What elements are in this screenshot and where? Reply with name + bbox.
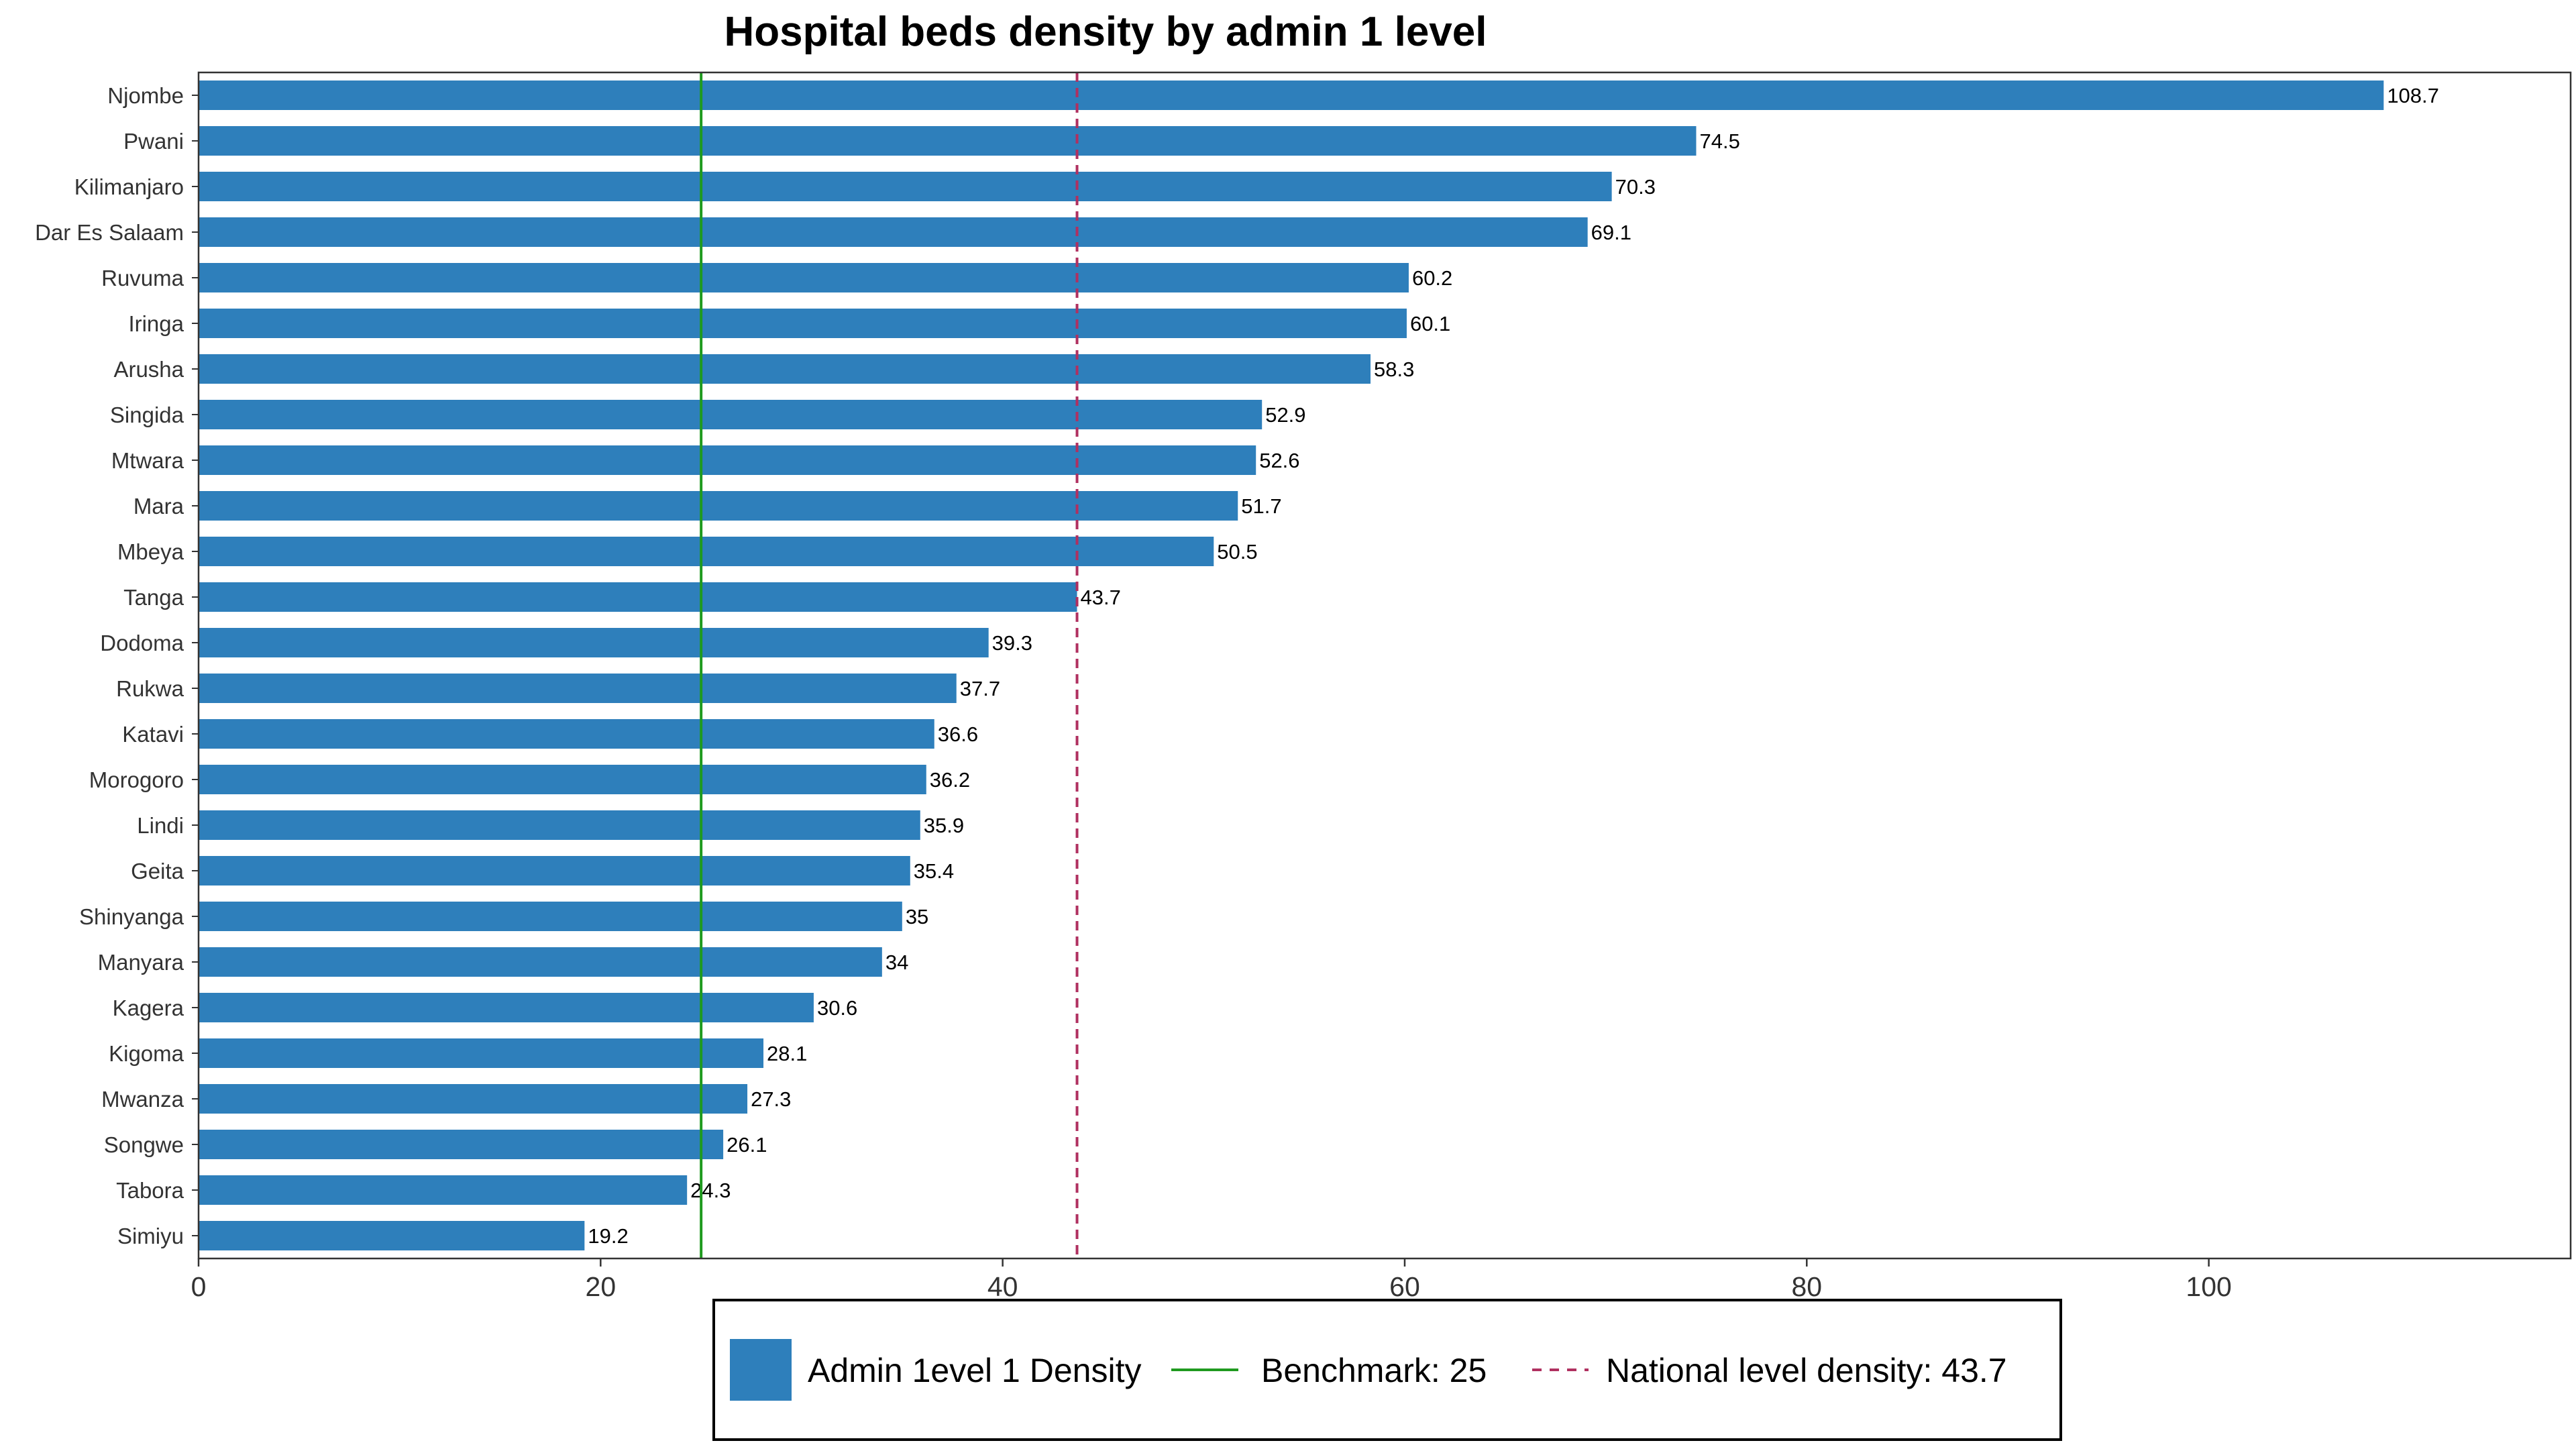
bar-iringa	[199, 309, 1407, 338]
x-tick-label: 40	[987, 1271, 1018, 1302]
category-label: Kagera	[113, 996, 184, 1020]
value-label: 35.4	[914, 859, 954, 883]
bar-morogoro	[199, 765, 926, 794]
value-label: 52.6	[1259, 449, 1299, 472]
legend-label-national: National level density: 43.7	[1606, 1352, 2007, 1389]
value-label: 39.3	[992, 631, 1032, 655]
category-label: Katavi	[122, 722, 184, 747]
bar-shinyanga	[199, 902, 902, 931]
value-label: 58.3	[1374, 358, 1414, 381]
value-label: 69.1	[1591, 221, 1631, 244]
bar-tabora	[199, 1175, 688, 1205]
category-label: Iringa	[128, 311, 184, 336]
bar-mwanza	[199, 1084, 748, 1114]
plot-area: 108.7 Njombe 74.5 Pwani 70.3 Kilimanjaro 69.1 D…	[35, 71, 2572, 1302]
bar-dar-es-salaam	[199, 217, 1588, 247]
category-label: Mwanza	[101, 1087, 184, 1112]
category-label: Geita	[131, 859, 184, 883]
bar-rukwa	[199, 674, 957, 703]
x-tick-label: 20	[586, 1271, 616, 1302]
category-label: Rukwa	[116, 676, 184, 701]
category-label: Njombe	[107, 83, 184, 108]
category-label: Mbeya	[117, 539, 184, 564]
value-label: 27.3	[751, 1087, 791, 1111]
category-label: Lindi	[137, 813, 184, 838]
value-label: 35.9	[924, 814, 964, 837]
value-label: 30.6	[817, 996, 857, 1020]
category-label: Mara	[133, 494, 184, 519]
value-label: 60.1	[1410, 312, 1450, 335]
category-label: Dar Es Salaam	[35, 220, 184, 245]
value-label: 19.2	[588, 1224, 628, 1248]
bar-dodoma	[199, 628, 989, 657]
bar-simiyu	[199, 1221, 585, 1250]
bar-njombe	[199, 80, 2384, 110]
category-label: Mtwara	[111, 448, 184, 473]
bar-mbeya	[199, 537, 1214, 566]
bar-ruvuma	[199, 263, 1409, 292]
bar-kagera	[199, 993, 814, 1022]
category-label: Dodoma	[100, 631, 184, 655]
bar-arusha	[199, 354, 1371, 384]
value-label: 26.1	[727, 1133, 767, 1157]
value-label: 60.2	[1412, 266, 1452, 290]
legend-label-density: Admin 1evel 1 Density	[808, 1352, 1141, 1389]
x-tick-label: 80	[1791, 1271, 1822, 1302]
legend-swatch-density	[730, 1339, 792, 1401]
category-label: Pwani	[123, 129, 184, 154]
category-label: Tabora	[116, 1178, 184, 1203]
category-label: Singida	[110, 402, 184, 427]
value-label: 108.7	[2387, 84, 2439, 107]
x-tick-label: 100	[2186, 1271, 2231, 1302]
bar-mtwara	[199, 445, 1256, 475]
category-label: Morogoro	[89, 767, 184, 792]
value-label: 36.2	[930, 768, 970, 792]
category-label: Tanga	[123, 585, 184, 610]
category-label: Manyara	[98, 950, 184, 975]
bar-songwe	[199, 1130, 724, 1159]
value-label: 51.7	[1241, 494, 1281, 518]
category-label: Arusha	[113, 357, 184, 382]
bar-lindi	[199, 810, 920, 840]
chart-title: Hospital beds density by admin 1 level	[724, 9, 1487, 55]
legend-label-benchmark: Benchmark: 25	[1261, 1352, 1487, 1389]
plot-border	[197, 71, 2572, 1260]
legend: Admin 1evel 1 Density Benchmark: 25 Nation…	[712, 1299, 2062, 1441]
value-label: 43.7	[1081, 586, 1121, 609]
category-label: Ruvuma	[101, 266, 184, 290]
x-tick-label: 0	[191, 1271, 207, 1302]
bar-mara	[199, 491, 1238, 521]
bar-katavi	[199, 719, 934, 749]
bar-manyara	[199, 947, 882, 977]
bar-singida	[199, 400, 1263, 429]
bar-kilimanjaro	[199, 172, 1612, 201]
category-label: Simiyu	[117, 1224, 184, 1248]
value-label: 24.3	[690, 1179, 731, 1202]
value-label: 37.7	[960, 677, 1000, 700]
category-label: Kilimanjaro	[74, 174, 184, 199]
bar-kigoma	[199, 1038, 764, 1068]
value-label: 34	[885, 951, 908, 974]
category-label: Songwe	[104, 1132, 184, 1157]
x-tick-label: 60	[1389, 1271, 1420, 1302]
category-label: Shinyanga	[79, 904, 184, 929]
bar-tanga	[199, 582, 1077, 612]
value-label: 52.9	[1265, 403, 1305, 427]
value-label: 74.5	[1699, 129, 1739, 153]
value-label: 36.6	[938, 722, 978, 746]
bar-pwani	[199, 126, 1697, 156]
bar-geita	[199, 856, 910, 885]
value-label: 28.1	[767, 1042, 807, 1065]
value-label: 70.3	[1615, 175, 1656, 199]
value-label: 35	[906, 905, 928, 928]
value-label: 50.5	[1217, 540, 1257, 564]
legend-box	[712, 1299, 2062, 1441]
category-label: Kigoma	[109, 1041, 184, 1066]
